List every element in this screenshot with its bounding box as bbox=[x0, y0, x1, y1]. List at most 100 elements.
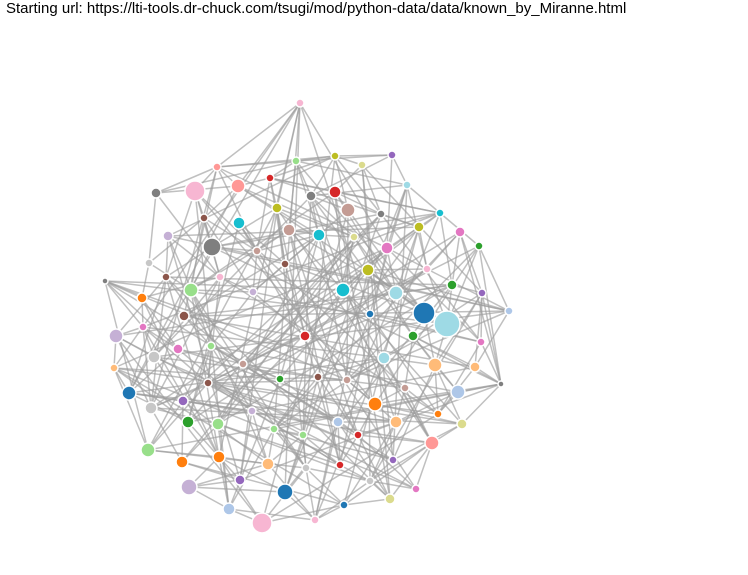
graph-node[interactable] bbox=[349, 232, 359, 242]
graph-node[interactable] bbox=[232, 216, 246, 230]
graph-node[interactable] bbox=[335, 460, 345, 470]
graph-node[interactable] bbox=[180, 478, 198, 496]
graph-node[interactable] bbox=[144, 258, 154, 268]
graph-node[interactable] bbox=[269, 424, 279, 434]
graph-node[interactable] bbox=[212, 450, 226, 464]
graph-node[interactable] bbox=[332, 416, 344, 428]
graph-node[interactable] bbox=[247, 406, 257, 416]
graph-node[interactable] bbox=[203, 378, 213, 388]
graph-node[interactable] bbox=[215, 272, 225, 282]
graph-node[interactable] bbox=[384, 493, 396, 505]
graph-node[interactable] bbox=[454, 226, 466, 238]
graph-node[interactable] bbox=[476, 337, 486, 347]
graph-node[interactable] bbox=[305, 190, 317, 202]
graph-node[interactable] bbox=[298, 430, 308, 440]
graph-node[interactable] bbox=[497, 380, 505, 388]
graph-node[interactable] bbox=[377, 351, 391, 365]
graph-node[interactable] bbox=[388, 285, 404, 301]
graph-node[interactable] bbox=[387, 150, 397, 160]
graph-node[interactable] bbox=[121, 385, 137, 401]
graph-node[interactable] bbox=[433, 409, 443, 419]
graph-node[interactable] bbox=[162, 230, 174, 242]
graph-node[interactable] bbox=[361, 263, 375, 277]
graph-node[interactable] bbox=[400, 383, 410, 393]
graph-node[interactable] bbox=[138, 322, 148, 332]
graph-node[interactable] bbox=[335, 282, 351, 298]
graph-node[interactable] bbox=[181, 415, 195, 429]
graph-node[interactable] bbox=[172, 343, 184, 355]
graph-node[interactable] bbox=[280, 259, 290, 269]
graph-node[interactable] bbox=[422, 264, 432, 274]
graph-node[interactable] bbox=[474, 241, 484, 251]
graph-node[interactable] bbox=[161, 272, 171, 282]
graph-node[interactable] bbox=[282, 223, 296, 237]
graph-node[interactable] bbox=[202, 237, 222, 257]
graph-node[interactable] bbox=[388, 455, 398, 465]
graph-node[interactable] bbox=[427, 357, 443, 373]
graph-node[interactable] bbox=[340, 202, 356, 218]
graph-node[interactable] bbox=[313, 372, 323, 382]
graph-node[interactable] bbox=[376, 209, 386, 219]
graph-node[interactable] bbox=[433, 310, 461, 338]
graph-node[interactable] bbox=[175, 455, 189, 469]
graph-node[interactable] bbox=[328, 185, 342, 199]
graph-node[interactable] bbox=[144, 401, 158, 415]
graph-node[interactable] bbox=[109, 363, 119, 373]
graph-node[interactable] bbox=[183, 282, 199, 298]
graph-node[interactable] bbox=[295, 98, 305, 108]
graph-node[interactable] bbox=[291, 156, 301, 166]
graph-node[interactable] bbox=[407, 330, 419, 342]
graph-node[interactable] bbox=[365, 476, 375, 486]
graph-node[interactable] bbox=[212, 162, 222, 172]
graph-node[interactable] bbox=[450, 384, 466, 400]
graph-node[interactable] bbox=[251, 512, 273, 534]
graph-node[interactable] bbox=[199, 213, 209, 223]
graph-node[interactable] bbox=[206, 341, 216, 351]
graph-node[interactable] bbox=[312, 228, 326, 242]
graph-node[interactable] bbox=[412, 301, 436, 325]
graph-node[interactable] bbox=[456, 418, 468, 430]
graph-node[interactable] bbox=[435, 208, 445, 218]
graph-node[interactable] bbox=[504, 306, 514, 316]
graph-node[interactable] bbox=[402, 180, 412, 190]
graph-node[interactable] bbox=[365, 309, 375, 319]
graph-node[interactable] bbox=[234, 474, 246, 486]
graph-node[interactable] bbox=[353, 430, 363, 440]
graph-node[interactable] bbox=[230, 178, 246, 194]
graph-node[interactable] bbox=[342, 375, 352, 385]
graph-node[interactable] bbox=[147, 350, 161, 364]
graph-node[interactable] bbox=[276, 483, 294, 501]
graph-node[interactable] bbox=[339, 500, 349, 510]
graph-node[interactable] bbox=[177, 395, 189, 407]
graph-node[interactable] bbox=[469, 361, 481, 373]
graph-node[interactable] bbox=[140, 442, 156, 458]
graph-node[interactable] bbox=[424, 435, 440, 451]
graph-node[interactable] bbox=[265, 173, 275, 183]
graph-node[interactable] bbox=[389, 415, 403, 429]
graph-node[interactable] bbox=[367, 396, 383, 412]
graph-node[interactable] bbox=[238, 359, 248, 369]
graph-node[interactable] bbox=[310, 515, 320, 525]
graph-node[interactable] bbox=[380, 241, 394, 255]
graph-node[interactable] bbox=[301, 463, 311, 473]
graph-node[interactable] bbox=[330, 151, 340, 161]
graph-node[interactable] bbox=[413, 221, 425, 233]
graph-node[interactable] bbox=[222, 502, 236, 516]
graph-node[interactable] bbox=[477, 288, 487, 298]
graph-node[interactable] bbox=[357, 160, 367, 170]
graph-node[interactable] bbox=[271, 202, 283, 214]
graph-node[interactable] bbox=[261, 457, 275, 471]
graph-node[interactable] bbox=[150, 187, 162, 199]
graph-node[interactable] bbox=[184, 180, 206, 202]
graph-node[interactable] bbox=[411, 484, 421, 494]
graph-node[interactable] bbox=[248, 287, 258, 297]
graph-node[interactable] bbox=[101, 277, 109, 285]
graph-node[interactable] bbox=[178, 310, 190, 322]
graph-node[interactable] bbox=[136, 292, 148, 304]
graph-node[interactable] bbox=[446, 279, 458, 291]
graph-node[interactable] bbox=[252, 246, 262, 256]
graph-node[interactable] bbox=[108, 328, 124, 344]
graph-node[interactable] bbox=[299, 330, 311, 342]
graph-node[interactable] bbox=[211, 417, 225, 431]
graph-node[interactable] bbox=[275, 374, 285, 384]
